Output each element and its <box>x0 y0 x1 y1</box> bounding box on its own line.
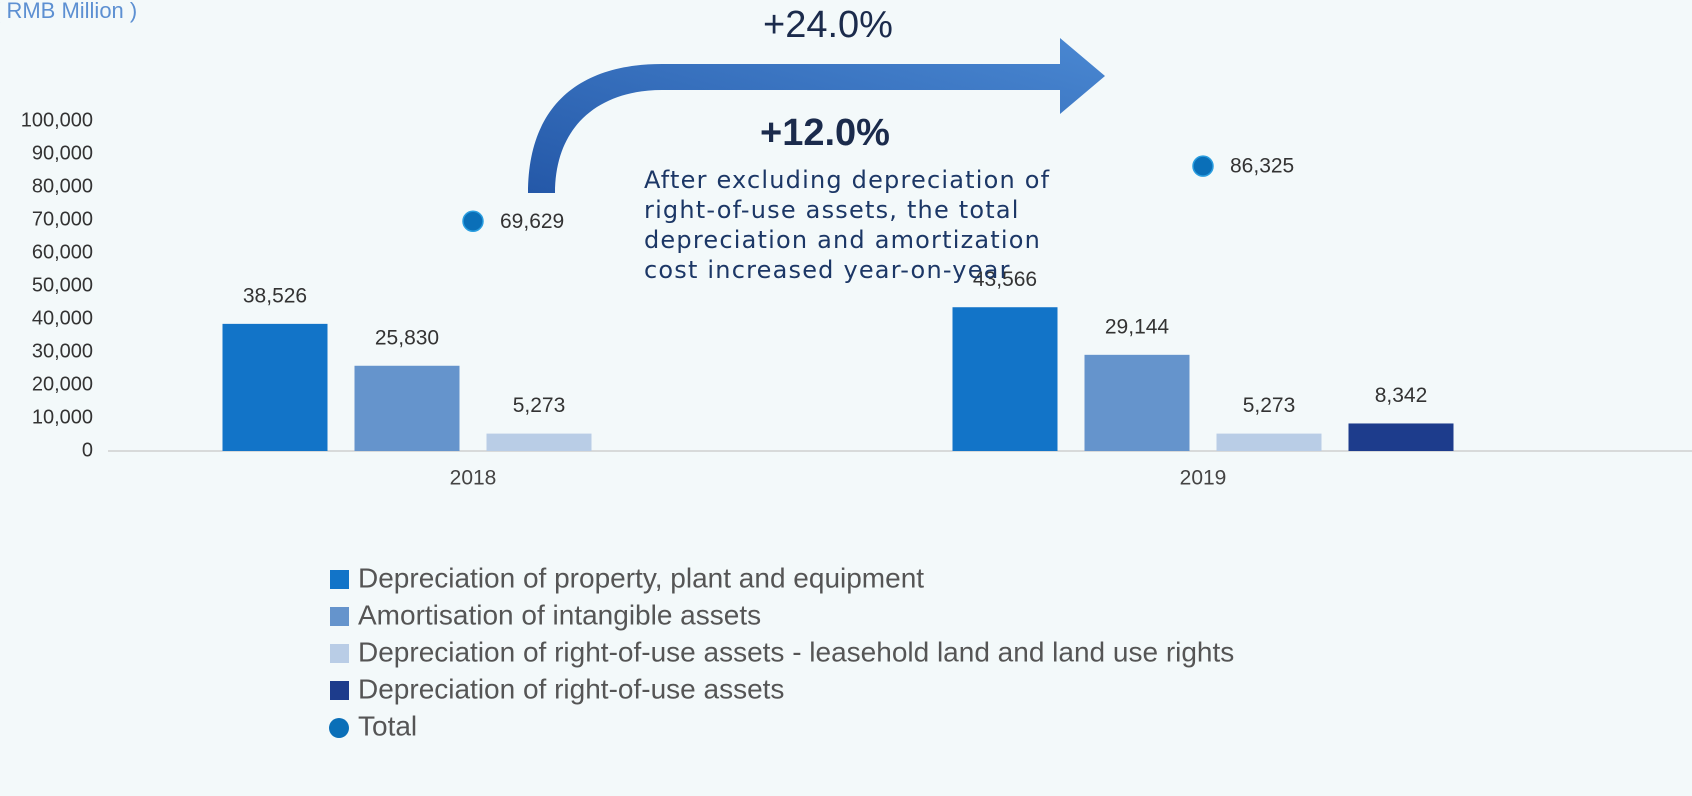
legend-marker <box>330 681 349 700</box>
total-point <box>462 210 484 232</box>
y-tick-label: 40,000 <box>32 307 93 329</box>
bar <box>1084 354 1190 451</box>
bar <box>1348 423 1454 451</box>
data-label: 38,526 <box>243 284 307 307</box>
y-tick-label: 70,000 <box>32 208 93 230</box>
legend-label: Depreciation of right-of-use assets - le… <box>358 636 1234 667</box>
data-label: 86,325 <box>1230 155 1294 178</box>
data-label: 69,629 <box>500 210 564 233</box>
y-tick-label: 60,000 <box>32 241 93 263</box>
x-tick-label: 2019 <box>1180 467 1227 490</box>
bar <box>952 307 1058 451</box>
legend-marker <box>330 644 349 663</box>
y-tick-label: 0 <box>82 439 93 461</box>
bar <box>1216 433 1322 451</box>
legend-label: Depreciation of right-of-use assets <box>358 673 784 704</box>
data-label: 43,566 <box>973 268 1037 291</box>
bar <box>486 433 592 451</box>
y-tick-label: 30,000 <box>32 340 93 362</box>
data-label: 8,342 <box>1375 384 1428 407</box>
legend-label: Total <box>358 710 417 741</box>
data-label: 29,144 <box>1105 315 1170 338</box>
bar <box>222 323 328 451</box>
legend-label: Depreciation of property, plant and equi… <box>358 562 924 593</box>
unit-label: ( RMB Million ) <box>0 0 137 23</box>
growth-arrow <box>528 38 1105 193</box>
bar <box>354 365 460 451</box>
data-label: 5,273 <box>1243 394 1296 417</box>
x-tick-label: 2018 <box>450 467 497 490</box>
y-tick-label: 100,000 <box>21 109 93 131</box>
data-label: 5,273 <box>513 394 566 417</box>
y-tick-label: 90,000 <box>32 142 93 164</box>
legend-marker <box>329 718 349 738</box>
annotation: +24.0% <box>763 4 893 46</box>
y-tick-label: 50,000 <box>32 274 93 296</box>
annotation-note: After excluding depreciation of right-of… <box>644 166 1051 284</box>
legend-marker <box>330 607 349 626</box>
annotation: +12.0% <box>760 112 890 154</box>
legend-marker <box>330 570 349 589</box>
y-tick-label: 80,000 <box>32 175 93 197</box>
y-tick-label: 20,000 <box>32 373 93 395</box>
y-tick-label: 10,000 <box>32 406 93 428</box>
legend-label: Amortisation of intangible assets <box>358 599 761 630</box>
data-label: 25,830 <box>375 326 439 349</box>
total-point <box>1192 155 1214 177</box>
